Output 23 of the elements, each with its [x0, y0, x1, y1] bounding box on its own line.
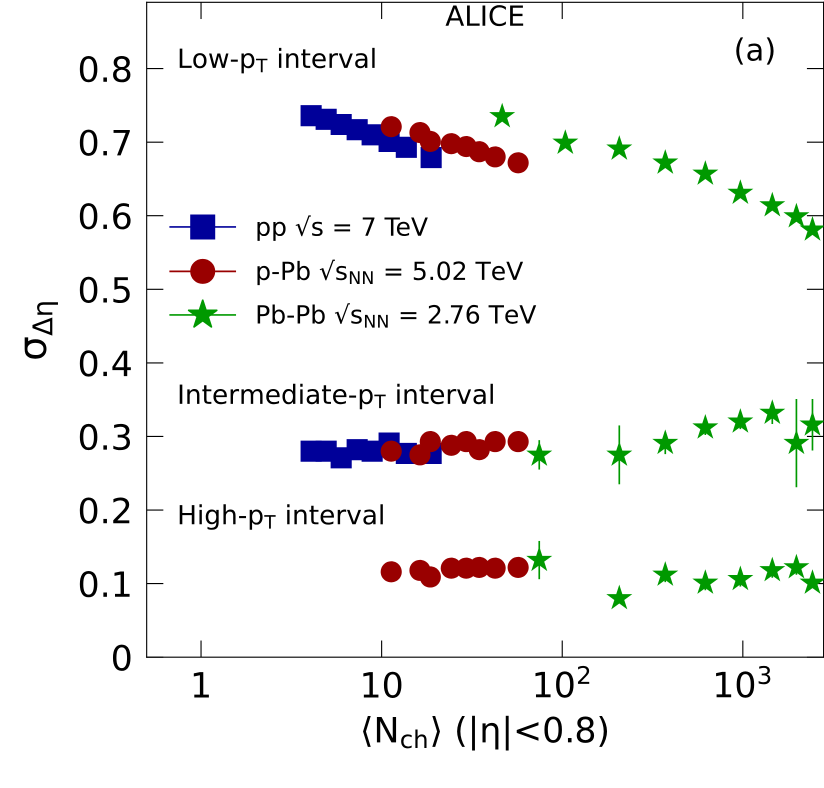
y-axis-title: σ$_{Δη}$ [24, 302, 58, 359]
annotation: High-p$_{T}$ interval [180, 504, 383, 530]
x-axis-title: ⟨N$_{ch}$⟩ (|η|<0.8) [363, 716, 608, 751]
y-tick-label: 0.7 [80, 130, 130, 156]
y-tick-label: 0.5 [80, 276, 130, 303]
y-tick-label: 0.4 [80, 350, 131, 377]
y-tick-label: 0.1 [80, 571, 130, 598]
annotation: Intermediate-p$_{T}$ interval [180, 384, 493, 410]
legend-label: pp √s = 7 TeV [257, 215, 428, 241]
y-tick-label: 0.6 [80, 203, 131, 230]
x-tick-label: 10$^{3}$ [716, 666, 770, 698]
annotation: ALICE [446, 5, 524, 26]
legend-label: p-Pb √s$_{NN}$ = 5.02 TeV [257, 260, 524, 286]
y-tick-label: 0.3 [80, 424, 130, 450]
annotation: (a) [736, 37, 774, 65]
x-tick-label: 10$^{2}$ [535, 666, 590, 698]
x-tick-label: 10 [363, 672, 402, 698]
annotation: Low-p$_{T}$ interval [180, 48, 375, 74]
legend-label: Pb-Pb √s$_{NN}$ = 2.76 TeV [258, 303, 536, 328]
x-tick-label: 1 [194, 672, 209, 698]
y-tick-label: 0.8 [80, 56, 130, 82]
y-tick-label: 0 [112, 644, 130, 671]
y-tick-label: 0.2 [80, 497, 130, 524]
